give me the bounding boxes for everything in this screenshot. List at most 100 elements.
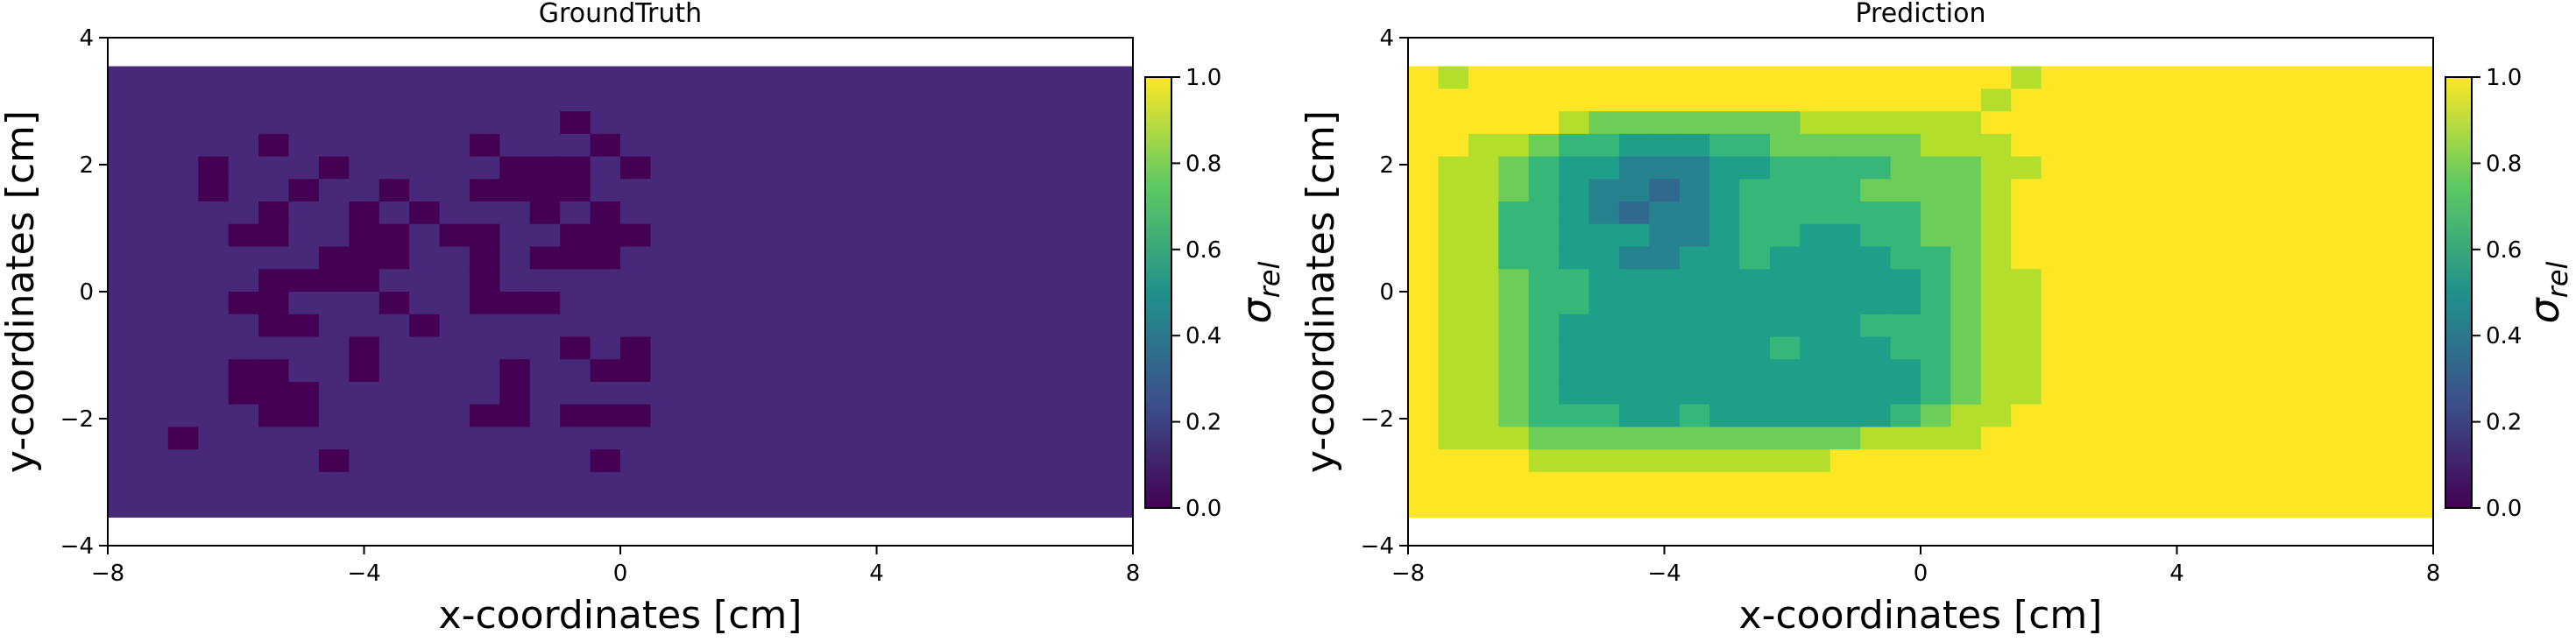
heatmap-cell	[740, 201, 772, 225]
heatmap-cell	[1559, 133, 1590, 158]
heatmap-cell	[1709, 156, 1741, 180]
heatmap-cell	[1498, 427, 1530, 450]
heatmap-cell	[801, 179, 832, 202]
heatmap-cell	[1072, 88, 1104, 112]
heatmap-cell	[138, 88, 169, 112]
heatmap-cell	[469, 314, 500, 338]
heatmap-cell	[1012, 494, 1044, 518]
heatmap-cell	[167, 201, 199, 225]
heatmap-cell	[1890, 66, 1921, 89]
heatmap-cell	[680, 111, 711, 135]
heatmap-cell	[198, 381, 230, 406]
heatmap-cell	[620, 223, 652, 248]
heatmap-cell	[560, 427, 591, 450]
heatmap-cell	[1921, 66, 1952, 89]
heatmap-cell	[1468, 359, 1499, 383]
heatmap-cell	[1408, 314, 1440, 338]
heatmap-cell	[439, 427, 471, 450]
y-tick-label: −2	[60, 406, 94, 433]
heatmap-cell	[1679, 111, 1710, 135]
heatmap-cell	[318, 494, 350, 518]
heatmap-cell	[771, 156, 803, 180]
heatmap-cell	[891, 449, 923, 473]
heatmap-cell	[1528, 179, 1560, 202]
heatmap-cell	[2222, 133, 2254, 158]
y-ticks: −4 −2 0 2 4	[60, 25, 108, 560]
heatmap-cell	[469, 427, 500, 450]
heatmap-cell	[379, 201, 410, 225]
heatmap-cell	[349, 223, 380, 248]
heatmap-cell	[560, 381, 591, 406]
heatmap-cell	[680, 336, 711, 360]
heatmap-cell	[1408, 269, 1440, 293]
heatmap-cell	[650, 88, 682, 112]
heatmap-cell	[1468, 223, 1499, 248]
heatmap-cell	[1498, 111, 1530, 135]
heatmap-cell	[981, 66, 1013, 89]
heatmap-cell	[138, 156, 169, 180]
heatmap-cell	[2373, 88, 2404, 112]
heatmap-cell	[469, 223, 500, 248]
heatmap-cell	[2312, 427, 2344, 450]
heatmap-cell	[1860, 269, 1892, 293]
heatmap-cell	[1102, 246, 1134, 270]
heatmap-cell	[1980, 494, 2012, 518]
heatmap-cell	[108, 494, 139, 518]
heatmap-cell	[1468, 427, 1499, 450]
heatmap-cell	[439, 223, 471, 248]
heatmap-cell	[379, 292, 410, 315]
heatmap-cell	[228, 133, 259, 158]
heatmap-cell	[2342, 111, 2374, 135]
heatmap-cell	[2403, 223, 2434, 248]
heatmap-cell	[952, 66, 983, 89]
heatmap-cell	[1649, 201, 1681, 225]
heatmap-cell	[2282, 494, 2313, 518]
heatmap-cell	[1072, 66, 1104, 89]
heatmap-cell	[1012, 449, 1044, 473]
heatmap-cell	[2282, 88, 2313, 112]
heatmap-cell	[469, 201, 500, 225]
colorbar-tick-label: 0.4	[2486, 323, 2522, 349]
heatmap-cell	[1408, 449, 1440, 473]
heatmap-cell	[1980, 427, 2012, 450]
heatmap-cell	[288, 494, 320, 518]
heatmap-cell	[1408, 179, 1440, 202]
heatmap-cell	[1829, 133, 1861, 158]
heatmap-cell	[1769, 359, 1801, 383]
heatmap-cell	[560, 314, 591, 338]
heatmap-cell	[409, 494, 441, 518]
heatmap-cell	[1769, 133, 1801, 158]
heatmap-cell	[2282, 404, 2313, 428]
heatmap-cell	[2252, 156, 2283, 180]
heatmap-cell	[1072, 381, 1104, 406]
heatmap-cell	[1559, 246, 1590, 270]
heatmap-cell	[831, 359, 862, 383]
heatmap-cell	[1618, 133, 1650, 158]
heatmap-cell	[258, 314, 290, 338]
heatmap-cell	[1829, 156, 1861, 180]
heatmap-cell	[409, 359, 441, 383]
heatmap-cell	[922, 269, 953, 293]
heatmap-cell	[1559, 111, 1590, 135]
heatmap-cell	[2162, 359, 2193, 383]
heatmap-cell	[1528, 111, 1560, 135]
x-tick-label: 4	[869, 561, 884, 587]
heatmap-cell	[439, 66, 471, 89]
heatmap-cell	[1860, 336, 1892, 360]
heatmap-cell	[167, 381, 199, 406]
heatmap-cell	[2282, 156, 2313, 180]
heatmap-cell	[1829, 201, 1861, 225]
heatmap-cell	[1860, 359, 1892, 383]
heatmap-cell	[499, 111, 531, 135]
heatmap-cell	[2373, 156, 2404, 180]
heatmap-cell	[529, 246, 561, 270]
heatmap-cell	[1618, 314, 1650, 338]
heatmap-cell	[861, 427, 893, 450]
heatmap-cell	[409, 156, 441, 180]
heatmap-cell	[439, 269, 471, 293]
heatmap-cell	[318, 336, 350, 360]
heatmap-cell	[318, 223, 350, 248]
heatmap-cell	[620, 449, 652, 473]
heatmap-cell	[2162, 449, 2193, 473]
heatmap-cell	[1649, 494, 1681, 518]
